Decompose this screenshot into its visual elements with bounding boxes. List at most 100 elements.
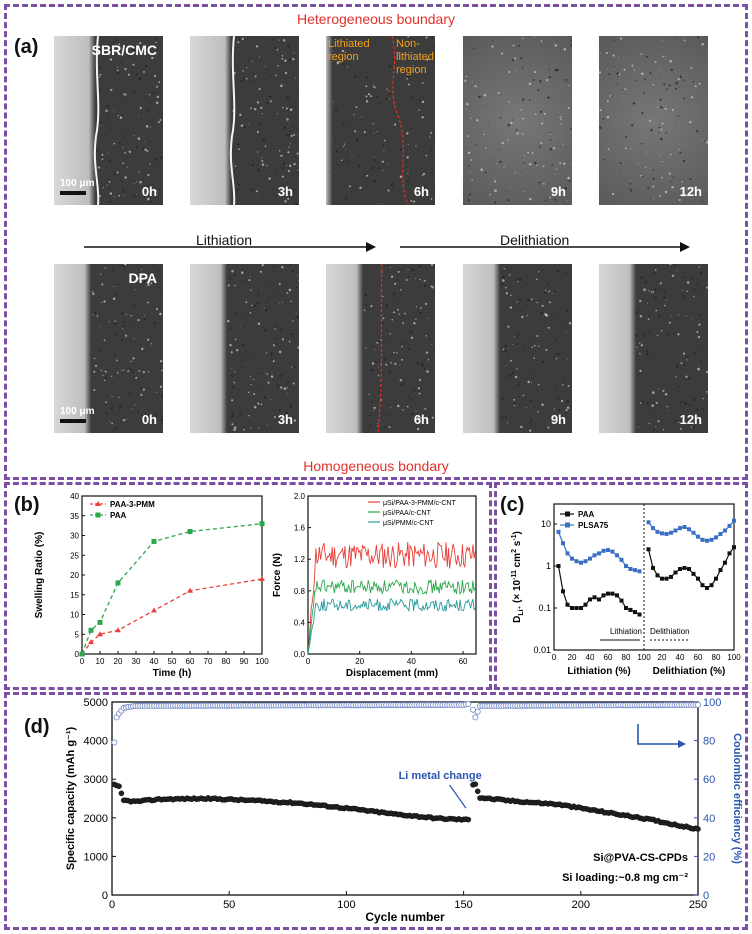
speckle	[123, 369, 125, 371]
speckle	[547, 326, 550, 329]
speckle	[522, 394, 525, 397]
speckle	[280, 386, 283, 389]
speckle	[555, 371, 557, 373]
x-axis-label: Time (h)	[153, 668, 192, 679]
time-label: 3h	[277, 184, 293, 199]
speckle	[676, 37, 678, 40]
speckle	[652, 291, 655, 293]
y-tick-label: 0.01	[533, 645, 551, 655]
speckle	[660, 128, 663, 131]
speckle	[412, 268, 415, 271]
plot-frame	[307, 495, 477, 655]
speckle	[293, 162, 296, 166]
speckle	[406, 156, 409, 159]
speckle	[265, 301, 268, 303]
speckle	[554, 137, 556, 139]
speckle	[155, 175, 157, 177]
speckle	[234, 284, 236, 287]
speckle	[659, 98, 662, 101]
speckle	[249, 311, 252, 314]
x-tick-label: 100	[637, 653, 651, 662]
speckle	[626, 51, 628, 53]
speckle	[138, 370, 141, 372]
speckle	[253, 82, 255, 84]
speckle	[564, 271, 567, 274]
speckle	[661, 161, 663, 163]
speckle	[607, 148, 610, 151]
speckle-overlay	[90, 264, 163, 432]
speckle	[555, 353, 558, 356]
speckle	[563, 79, 566, 81]
speckle	[690, 96, 694, 99]
speckle	[294, 156, 296, 158]
speckle	[112, 110, 114, 112]
micrograph-r1-12h: 12h	[599, 36, 708, 205]
speckle	[290, 134, 293, 138]
speckle	[390, 183, 394, 186]
speckle	[231, 385, 234, 389]
speckle	[411, 413, 414, 416]
speckle	[121, 114, 124, 117]
speckle	[471, 81, 473, 83]
speckle	[653, 197, 655, 200]
speckle	[494, 189, 497, 192]
speckle	[407, 172, 409, 174]
data-point	[565, 602, 570, 607]
speckle	[274, 343, 277, 346]
x-tick-label: 0	[306, 657, 311, 666]
speckle	[539, 110, 543, 113]
speckle	[516, 105, 518, 107]
speckle	[654, 291, 657, 294]
x-tick-label: 40	[676, 653, 685, 662]
speckle	[390, 275, 394, 278]
speckle	[611, 96, 613, 97]
speckle	[567, 107, 570, 110]
speckle	[148, 120, 150, 122]
speckle	[520, 109, 522, 111]
speckle	[264, 372, 266, 374]
process-arrows	[84, 242, 690, 252]
speckle	[128, 54, 131, 57]
speckle	[570, 40, 572, 42]
speckle	[501, 52, 504, 55]
speckle	[664, 56, 666, 57]
speckle	[241, 365, 243, 368]
data-point	[610, 591, 615, 596]
speckle	[412, 368, 414, 370]
x-tick-label: 40	[586, 653, 595, 662]
legend-label: μSi/PAA-3-PMM/c-CNT	[383, 500, 456, 507]
speckle	[504, 344, 508, 348]
speckle	[430, 264, 434, 266]
speckle	[103, 339, 106, 342]
micrograph-texture	[463, 36, 572, 205]
speckle	[153, 74, 157, 78]
speckle	[540, 311, 543, 315]
speckle	[96, 315, 99, 317]
x-tick-label: 0	[109, 899, 115, 911]
speckle	[279, 329, 282, 331]
speckle	[545, 289, 547, 291]
panel-c-frame	[494, 482, 748, 690]
micrograph-texture	[190, 36, 299, 205]
data-point	[700, 537, 705, 542]
speckle	[617, 57, 619, 59]
speckle	[337, 60, 339, 63]
speckle	[381, 321, 385, 324]
speckle	[682, 419, 685, 421]
panel-b-frame	[4, 482, 492, 690]
speckle	[392, 278, 394, 280]
speckle	[102, 374, 104, 376]
speckle	[552, 146, 556, 150]
speckle	[400, 383, 403, 386]
ce-point	[111, 739, 118, 746]
speckle	[659, 282, 662, 285]
speckle	[276, 113, 278, 115]
speckle	[334, 109, 338, 112]
speckle	[119, 116, 123, 119]
speckle	[408, 45, 411, 48]
speckle	[410, 336, 414, 339]
speckle	[534, 310, 536, 312]
speckle	[555, 386, 557, 389]
data-point	[561, 541, 565, 546]
speckle	[674, 87, 678, 90]
